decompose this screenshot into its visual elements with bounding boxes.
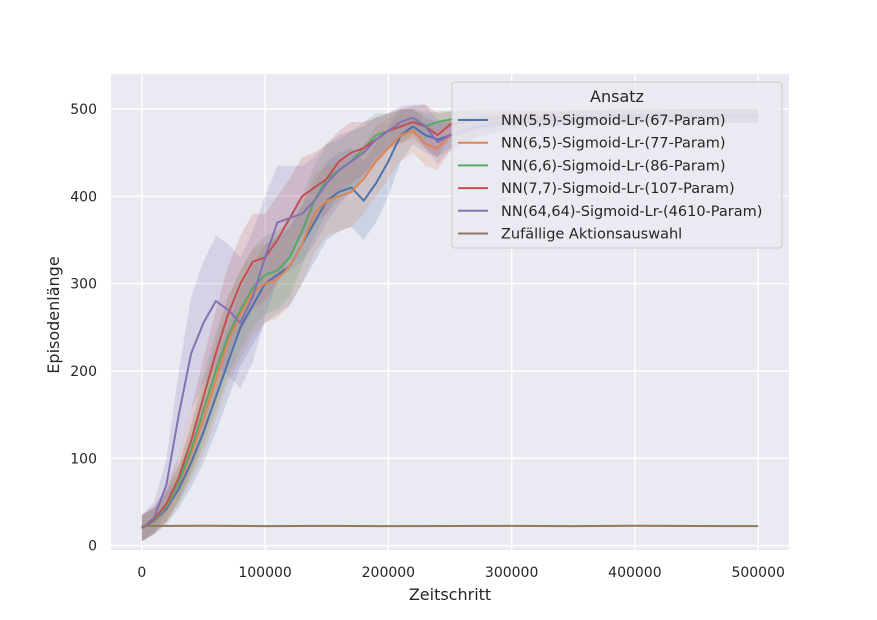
legend-box [451,81,783,249]
y-tick-label: 400 [70,189,97,205]
x-tick-label: 500000 [731,565,784,581]
legend-label-6: Zufällige Aktionsauswahl [501,227,682,243]
legend-entries: NN(5,5)-Sigmoid-Lr-(67-Param) NN(6,5)-Sig… [458,113,762,243]
y-tick-labels: 0 100 200 300 400 500 [70,102,97,555]
x-tick-label: 200000 [362,565,415,581]
legend-label-1: NN(5,5)-Sigmoid-Lr-(67-Param) [501,113,726,129]
legend-label-5: NN(64,64)-Sigmoid-Lr-(4610-Param) [501,204,762,220]
y-tick-label: 0 [88,539,97,555]
series-band-4 [141,104,759,542]
x-tick-label: 100000 [238,565,291,581]
y-tick-label: 100 [70,451,97,467]
series-band-2 [141,108,759,542]
x-tick-labels: 0 100000 200000 300000 400000 500000 [137,565,785,581]
legend-label-3: NN(6,6)-Sigmoid-Lr-(86-Param) [501,158,726,174]
legend-title: Ansatz [590,87,644,106]
x-tick-label: 0 [137,565,146,581]
y-tick-label: 300 [70,277,97,293]
series-band-3 [141,108,759,542]
y-axis-label: Episodenlänge [44,256,63,373]
series-band-1 [141,108,759,542]
legend: Ansatz NN(5,5)-Sigmoid-Lr-(67-Param) NN(6… [451,81,783,249]
y-tick-label: 200 [70,364,97,380]
x-tick-label: 400000 [608,565,661,581]
y-tick-label: 500 [70,102,97,118]
series-band-5 [141,104,759,542]
legend-label-4: NN(7,7)-Sigmoid-Lr-(107-Param) [501,181,735,197]
x-axis-label: Zeitschritt [409,585,491,604]
x-tick-label: 300000 [485,565,538,581]
legend-label-2: NN(6,5)-Sigmoid-Lr-(77-Param) [501,136,726,152]
